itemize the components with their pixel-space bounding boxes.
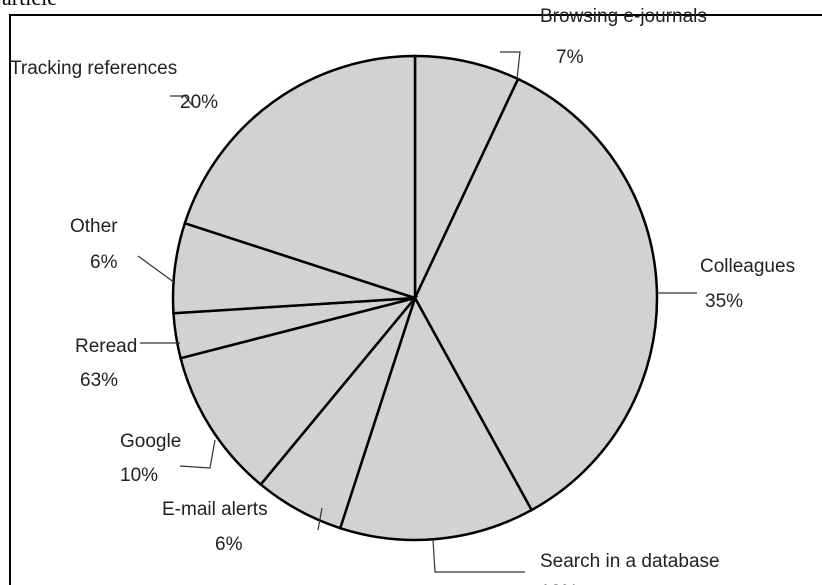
leader-line — [137, 255, 176, 284]
slice-label: Tracking references — [10, 58, 177, 79]
value-label: 6% — [90, 252, 118, 273]
leader-line — [170, 95, 193, 106]
leader-line — [179, 439, 216, 469]
pie-slice — [179, 295, 419, 487]
value-label: 20% — [180, 92, 218, 113]
slice-label: Other — [70, 216, 118, 237]
slice-label: Reread — [75, 336, 137, 357]
chart-title: article — [2, 0, 57, 10]
value-label: 13% — [540, 582, 578, 585]
value-label: 10% — [120, 465, 158, 486]
frame — [9, 14, 822, 585]
slice-label: Google — [120, 431, 181, 452]
leader-line — [432, 539, 525, 573]
leader-line — [500, 51, 521, 80]
value-label: 6% — [215, 534, 243, 555]
leader-line — [317, 507, 323, 531]
slice-label: Colleagues — [700, 256, 795, 277]
slice-label: E-mail alerts — [162, 499, 268, 520]
slice-label: Browsing e-journals — [540, 6, 707, 27]
pie-slice — [338, 294, 534, 542]
slice-label: Search in a database — [540, 551, 720, 572]
pie-slice — [183, 54, 417, 300]
pie-slice — [413, 54, 520, 299]
value-label: 7% — [556, 47, 584, 68]
pie-slice — [413, 77, 659, 512]
value-label: 35% — [705, 291, 743, 312]
value-label: 63% — [80, 370, 118, 391]
